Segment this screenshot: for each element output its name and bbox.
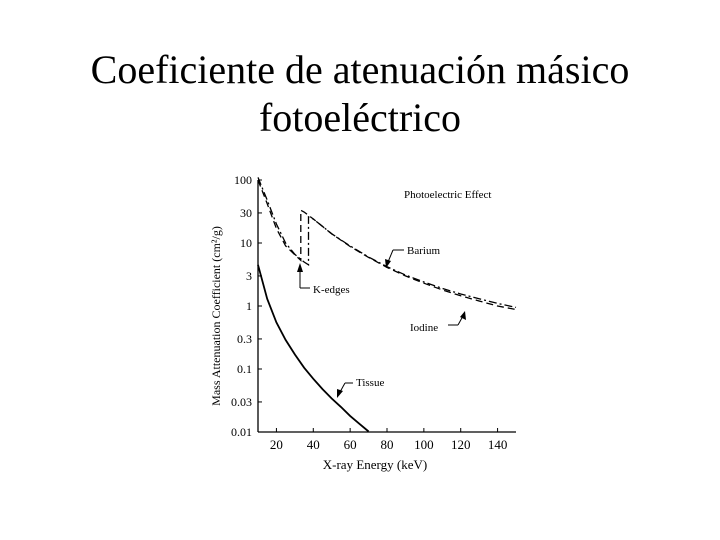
y-tick-label-4: 1 [246,299,252,313]
iodine-arrowhead [460,311,466,320]
slide-title-line-2: fotoeléctrico [258,95,462,140]
x-tick-label-2: 60 [344,437,357,452]
y-tick-label-0: 100 [234,173,252,187]
y-tick-label-8: 0.01 [231,425,252,439]
barium-arrow-line [387,249,394,263]
y-axis-label: Mass Attenuation Coefficient (cm²/g) [209,226,223,406]
series-line-tissue [257,264,370,433]
barium-annotation: Barium [407,245,440,257]
iodine-annotation: Iodine [410,322,438,334]
y-tick-label-7: 0.03 [231,395,252,409]
slide-title: Coeficiente de atenuación másico fotoelé… [0,46,720,142]
chart-title: Photoelectric Effect [404,189,491,201]
x-tick-label-1: 40 [307,437,320,452]
barium-arrowhead [385,259,391,268]
slide-title-line-1: Coeficiente de atenuación másico [90,47,630,92]
y-tick-label-3: 3 [246,269,252,283]
x-tick-label-3: 80 [381,437,394,452]
x-tick-label-4: 100 [414,437,434,452]
y-tick-label-6: 0.1 [237,362,252,376]
y-tick-label-1: 30 [240,206,252,220]
y-tick-label-2: 10 [240,236,252,250]
k-edges-annotation: K-edges [313,284,350,296]
series-line-iodine [257,179,517,311]
k-edges-arrowhead [297,263,303,272]
x-axis-label: X-ray Energy (keV) [323,457,427,472]
tissue-arrowhead [337,389,343,398]
y-tick-label-5: 0.3 [237,332,252,346]
x-tick-label-5: 120 [451,437,471,452]
x-tick-label-6: 140 [488,437,508,452]
x-tick-label-0: 20 [270,437,283,452]
tissue-annotation: Tissue [356,377,384,389]
